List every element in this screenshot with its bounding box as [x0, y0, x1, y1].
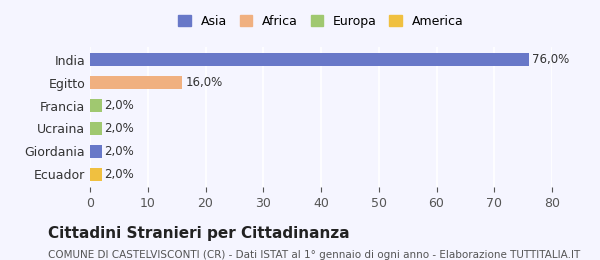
Bar: [90, 145, 101, 158]
Text: 2,0%: 2,0%: [104, 145, 134, 158]
Bar: [90, 99, 101, 112]
Bar: [90, 168, 101, 181]
Text: Cittadini Stranieri per Cittadinanza: Cittadini Stranieri per Cittadinanza: [48, 226, 350, 241]
Bar: [90, 76, 182, 89]
Text: COMUNE DI CASTELVISCONTI (CR) - Dati ISTAT al 1° gennaio di ogni anno - Elaboraz: COMUNE DI CASTELVISCONTI (CR) - Dati IST…: [48, 250, 580, 259]
Text: 2,0%: 2,0%: [104, 168, 134, 181]
Text: 2,0%: 2,0%: [104, 122, 134, 135]
Text: 16,0%: 16,0%: [185, 76, 223, 89]
Legend: Asia, Africa, Europa, America: Asia, Africa, Europa, America: [175, 11, 467, 31]
Bar: [90, 53, 529, 66]
Text: 76,0%: 76,0%: [532, 53, 569, 66]
Bar: [90, 122, 101, 135]
Text: 2,0%: 2,0%: [104, 99, 134, 112]
